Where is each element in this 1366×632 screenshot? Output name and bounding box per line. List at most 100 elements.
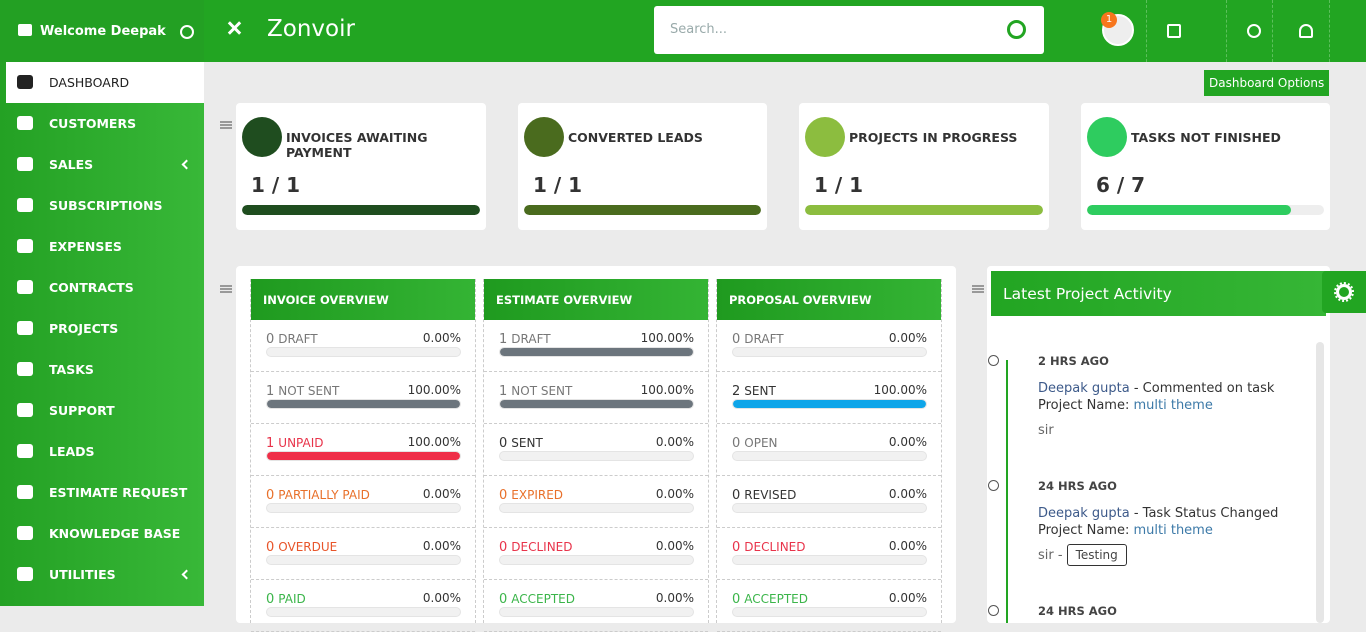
notification-badge: 1 bbox=[1101, 12, 1117, 28]
timeline-dot bbox=[988, 605, 999, 616]
settings-button[interactable] bbox=[1322, 271, 1366, 313]
menu-item[interactable]: SALES bbox=[0, 144, 204, 185]
project-label: Project Name: bbox=[1038, 523, 1130, 538]
drag-handle[interactable] bbox=[972, 285, 984, 293]
stat-title: PROJECTS IN PROGRESS bbox=[849, 130, 1018, 145]
overview-row: 0 ACCEPTED 0.00% bbox=[717, 580, 941, 632]
overview-row: 0 ACCEPTED 0.00% bbox=[484, 580, 708, 632]
activity-time: 2 HRS AGO bbox=[1038, 354, 1109, 368]
status-count: 0 bbox=[732, 592, 741, 607]
overview-row: 0 PAID 0.00% bbox=[251, 580, 475, 632]
status-name: NOT SENT bbox=[278, 384, 340, 398]
timeline-dot bbox=[988, 480, 999, 491]
progress-bar bbox=[733, 400, 926, 408]
sidebar: Welcome Deepak DASHBOARD CUSTOMERS SALES SU… bbox=[0, 0, 204, 606]
stat-value: 1 / 1 bbox=[533, 173, 583, 197]
status-count: 0 bbox=[266, 332, 275, 347]
status-percent: 0.00% bbox=[888, 539, 927, 553]
progress-bar bbox=[267, 400, 460, 408]
progress-track bbox=[266, 399, 461, 409]
overview-column: INVOICE OVERVIEW 0 DRAFT 0.00% 1 NOT SENT 100.… bbox=[250, 279, 476, 632]
timeline-dot bbox=[988, 355, 999, 366]
overview-panel: INVOICE OVERVIEW 0 DRAFT 0.00% 1 NOT SENT 100.… bbox=[236, 266, 956, 632]
menu-item[interactable]: DASHBOARD bbox=[6, 62, 204, 103]
menu-item[interactable]: CONTRACTS bbox=[0, 267, 204, 308]
project-label: Project Name: bbox=[1038, 398, 1130, 413]
menu-item[interactable]: TASKS bbox=[0, 349, 204, 390]
menu-item[interactable]: CUSTOMERS bbox=[0, 103, 204, 144]
overview-title: ESTIMATE OVERVIEW bbox=[484, 279, 708, 320]
overview-row: 0 EXPIRED 0.00% bbox=[484, 476, 708, 528]
status-label: 1 UNPAID bbox=[266, 436, 324, 451]
progress-track bbox=[499, 555, 694, 565]
progress-bar bbox=[242, 205, 480, 215]
stat-icon bbox=[1087, 117, 1127, 157]
dashboard-options-button[interactable]: Dashboard Options bbox=[1204, 70, 1330, 96]
status-percent: 0.00% bbox=[655, 435, 694, 449]
notifications-button[interactable] bbox=[1299, 24, 1313, 38]
separator bbox=[1329, 0, 1330, 62]
status-percent: 0.00% bbox=[888, 487, 927, 501]
status-label: 1 NOT SENT bbox=[499, 384, 572, 399]
status-label: 0 DECLINED bbox=[499, 540, 573, 555]
overview-row: 1 UNPAID 100.00% bbox=[251, 424, 475, 476]
stat-value: 1 / 1 bbox=[814, 173, 864, 197]
menu-item[interactable]: ESTIMATE REQUEST bbox=[0, 472, 204, 513]
menu-item[interactable]: KNOWLEDGE BASE bbox=[0, 513, 204, 554]
activity-line: Deepak gupta - Task Status Changed bbox=[1038, 506, 1278, 521]
menu-item[interactable]: SUPPORT bbox=[0, 390, 204, 431]
status-label: 0 PAID bbox=[266, 592, 306, 607]
status-count: 0 bbox=[732, 540, 741, 555]
status-percent: 0.00% bbox=[888, 591, 927, 605]
activity-note: sir - bbox=[1038, 548, 1063, 563]
status-name: SENT bbox=[744, 384, 776, 398]
stat-card: INVOICES AWAITING PAYMENT 1 / 1 bbox=[236, 103, 486, 230]
activity-user: Deepak gupta bbox=[1038, 381, 1130, 396]
progress-bar bbox=[267, 452, 460, 460]
share-button[interactable] bbox=[1167, 24, 1181, 38]
status-percent: 0.00% bbox=[422, 539, 461, 553]
status-count: 2 bbox=[732, 384, 741, 399]
activity-project: Project Name: multi theme bbox=[1038, 523, 1278, 538]
status-percent: 0.00% bbox=[655, 591, 694, 605]
status-label: 0 EXPIRED bbox=[499, 488, 563, 503]
separator bbox=[1272, 0, 1273, 62]
status-count: 0 bbox=[499, 592, 508, 607]
activity-project: Project Name: multi theme bbox=[1038, 398, 1274, 413]
drag-handle[interactable] bbox=[220, 121, 232, 129]
status-label: 0 PARTIALLY PAID bbox=[266, 488, 370, 503]
progress-track bbox=[266, 503, 461, 513]
progress-track bbox=[499, 451, 694, 461]
activity-item: 24 HRS AGO Deepak gupta - Task Status Cha… bbox=[988, 479, 1278, 566]
menu-item[interactable]: LEADS bbox=[0, 431, 204, 472]
status-percent: 0.00% bbox=[655, 539, 694, 553]
status-count: 1 bbox=[499, 332, 508, 347]
status-name: OPEN bbox=[744, 436, 778, 450]
close-button[interactable] bbox=[226, 20, 242, 36]
search-box[interactable]: Search... bbox=[654, 6, 1044, 54]
stat-value: 1 / 1 bbox=[251, 173, 301, 197]
progress-track bbox=[266, 555, 461, 565]
menu-item[interactable]: EXPENSES bbox=[0, 226, 204, 267]
menu-item[interactable]: SUBSCRIPTIONS bbox=[0, 185, 204, 226]
clock-button[interactable] bbox=[1247, 24, 1261, 38]
status-count: 1 bbox=[266, 436, 275, 451]
progress-track bbox=[499, 347, 694, 357]
brand: Zonvoir bbox=[267, 16, 355, 42]
status-percent: 0.00% bbox=[422, 331, 461, 345]
overview-row: 0 REVISED 0.00% bbox=[717, 476, 941, 528]
status-count: 0 bbox=[732, 332, 741, 347]
status-label: 0 DECLINED bbox=[732, 540, 806, 555]
progress-track bbox=[266, 607, 461, 617]
menu-item[interactable]: UTILITIES bbox=[0, 554, 204, 595]
activity-item: 2 HRS AGO Deepak gupta - Commented on tas… bbox=[988, 354, 1274, 438]
stat-card: CONVERTED LEADS 1 / 1 bbox=[518, 103, 767, 230]
activity-note-line: sir bbox=[1038, 423, 1274, 438]
status-name: EXPIRED bbox=[511, 488, 564, 502]
menu-item[interactable]: PROJECTS bbox=[0, 308, 204, 349]
drag-handle[interactable] bbox=[220, 285, 232, 293]
status-name: ACCEPTED bbox=[511, 592, 576, 606]
overview-row: 2 SENT 100.00% bbox=[717, 372, 941, 424]
stat-title: CONVERTED LEADS bbox=[568, 130, 703, 145]
